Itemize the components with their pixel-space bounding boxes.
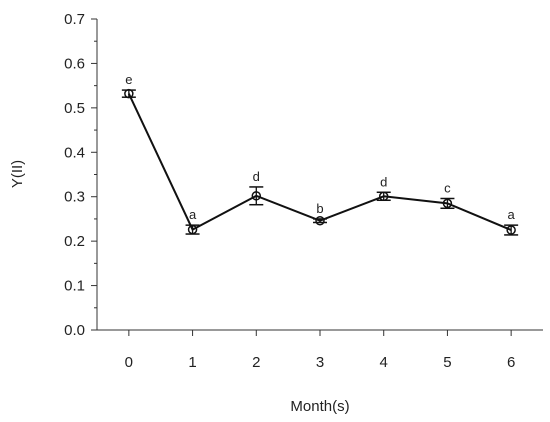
data-point	[187, 224, 198, 235]
y-tick-label: 0.3	[64, 189, 85, 206]
y-tick-label: 0.0	[64, 322, 85, 339]
x-tick-label: 2	[252, 354, 260, 371]
data-point	[378, 191, 389, 202]
x-axis-title: Month(s)	[290, 398, 349, 415]
y-tick-label: 0.1	[64, 278, 85, 295]
significance-label: d	[380, 174, 387, 189]
significance-label: c	[444, 180, 451, 195]
significance-label: a	[508, 207, 516, 222]
x-tick-label: 5	[443, 354, 451, 371]
y-axis-title: Y(II)	[9, 160, 26, 188]
significance-label: a	[189, 207, 197, 222]
data-point	[506, 225, 516, 235]
y-tick-label: 0.5	[64, 100, 85, 117]
data-point	[315, 215, 325, 226]
y-tick-label: 0.6	[64, 55, 85, 72]
x-tick-label: 6	[507, 354, 515, 371]
y-tick-label: 0.4	[64, 144, 85, 161]
data-point	[251, 191, 262, 201]
x-tick-label: 0	[125, 354, 133, 371]
y-tick-label: 0.7	[64, 11, 85, 28]
significance-label: b	[316, 201, 323, 216]
data-point	[442, 198, 453, 209]
y-tick-label: 0.2	[64, 233, 85, 250]
x-ticks: 0 1 2 3 4 5 6	[125, 330, 515, 371]
x-tick-label: 1	[188, 354, 196, 371]
x-tick-label: 4	[380, 354, 388, 371]
x-tick-label: 3	[316, 354, 324, 371]
significance-label: d	[253, 169, 260, 184]
series: e a d b d c a	[121, 72, 519, 236]
y-ticks: 0.0 0.1 0.2 0.3 0.4 0.5 0.6 0.7	[64, 11, 97, 339]
data-point	[124, 88, 134, 99]
plot-area	[96, 19, 543, 331]
significance-label: e	[125, 72, 132, 87]
